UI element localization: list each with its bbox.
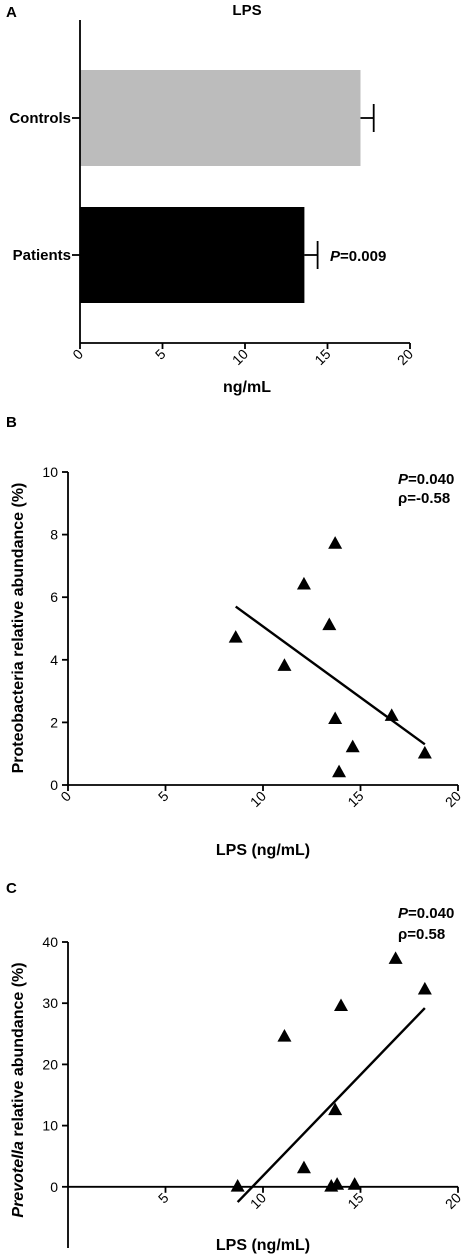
panel-b-y-tick-label-6: 6 <box>50 589 58 605</box>
panel-b-data-point-2 <box>277 658 292 671</box>
panel-b-data-point-8 <box>345 739 360 753</box>
panel-b-p-value: P=0.040 <box>398 471 454 488</box>
panel-c-y-tick-label-30: 30 <box>42 995 58 1011</box>
panel-b-y-tick-label-4: 4 <box>50 652 58 668</box>
panel-b-rho: ρ=-0.58 <box>398 490 450 507</box>
panel-b-data-point-10 <box>417 745 432 759</box>
panel-b-data-point-7 <box>332 764 347 778</box>
panel-b-x-tick-label-0: 0 <box>57 788 74 805</box>
panel-b-data-point-4 <box>322 617 337 631</box>
panel-c-data-point-7 <box>334 998 348 1012</box>
panel-b-letter: B <box>6 414 17 431</box>
panel-c-data-point-8 <box>347 1177 362 1190</box>
panel-a-bar-chart: A LPS Controls Patients 0 5 10 15 20 ng/mL P=0… <box>6 2 416 396</box>
panel-b-x-tick-label-10: 10 <box>247 788 269 810</box>
panel-c-x-tick-label-10: 10 <box>247 1189 269 1211</box>
panel-c-y-tick-label-40: 40 <box>42 934 58 950</box>
x-tick-label-10: 10 <box>229 346 251 368</box>
panel-c-letter: C <box>6 880 17 897</box>
panel-b-y-axis-label: Proteobacteria relative abundance (%) <box>10 483 27 774</box>
panel-c-y-tick-label-0: 0 <box>50 1179 58 1195</box>
x-tick-label-20: 20 <box>394 346 416 368</box>
category-label-controls: Controls <box>9 110 71 127</box>
panel-c-x-axis-label: LPS (ng/mL) <box>216 1237 310 1254</box>
panel-b-y-tick-label-10: 10 <box>42 464 58 480</box>
panel-c-data-point-5 <box>328 1102 343 1116</box>
panel-c-y-tick-label-10: 10 <box>42 1118 58 1134</box>
x-tick-label-0: 0 <box>69 346 86 363</box>
panel-b-x-tick-label-5: 5 <box>155 788 172 805</box>
panel-c-x-tick-label-20: 20 <box>442 1189 462 1211</box>
panel-c-x-tick-label-15: 15 <box>344 1189 366 1211</box>
panel-b-x-tick-label-20: 20 <box>442 788 462 810</box>
panel-b-x-axis-label: LPS (ng/mL) <box>216 842 310 859</box>
panel-c-data-point-6 <box>330 1177 345 1190</box>
panel-c-y-tick-label-20: 20 <box>42 1056 58 1072</box>
panel-c-p-value: P=0.040 <box>398 905 454 922</box>
x-tick-label-15: 15 <box>311 346 333 368</box>
x-tick-label-5: 5 <box>152 346 169 363</box>
panel-a-title: LPS <box>232 2 261 19</box>
panel-c-data-point-1 <box>230 1178 245 1192</box>
panel-a-p-value: P=0.009 <box>330 248 386 265</box>
panel-b-data-point-1 <box>228 630 243 643</box>
panel-b-scatter-plot: B 0 2 4 6 8 10 0 5 10 15 20 LPS (ng/mL) Proteobact… <box>6 414 462 859</box>
panel-a-x-axis-label: ng/mL <box>223 379 271 396</box>
panel-c-rho: ρ=0.58 <box>398 926 445 943</box>
bar-patients <box>80 207 305 303</box>
panel-b-y-tick-label-2: 2 <box>50 714 58 730</box>
panel-c-data-point-3 <box>296 1160 311 1174</box>
panel-c-x-tick-label-5: 5 <box>155 1189 172 1206</box>
panel-a-letter: A <box>6 4 17 21</box>
panel-c-y-axis-label: Prevotella relative abundance (%) <box>10 962 27 1217</box>
panel-b-data-point-3 <box>296 576 311 590</box>
panel-b-data-point-5 <box>328 536 343 549</box>
panel-b-data-point-6 <box>328 711 343 725</box>
panel-b-y-tick-label-8: 8 <box>50 527 58 543</box>
panel-b-fit-line <box>234 605 426 746</box>
panel-b-x-tick-label-15: 15 <box>344 788 366 810</box>
panel-c-data-point-10 <box>417 981 432 995</box>
panel-c-data-point-2 <box>277 1029 292 1042</box>
panel-c-fit-line <box>236 1007 426 1203</box>
panel-c-scatter-plot: C 0 10 20 30 40 5 10 15 20 LPS (ng/mL) Prevotell… <box>6 880 462 1254</box>
panel-b-y-tick-label-0: 0 <box>50 777 58 793</box>
panel-b-data-point-9 <box>384 708 399 721</box>
category-label-patients: Patients <box>13 247 71 264</box>
panel-c-data-point-9 <box>388 951 403 964</box>
bar-controls <box>80 70 361 166</box>
